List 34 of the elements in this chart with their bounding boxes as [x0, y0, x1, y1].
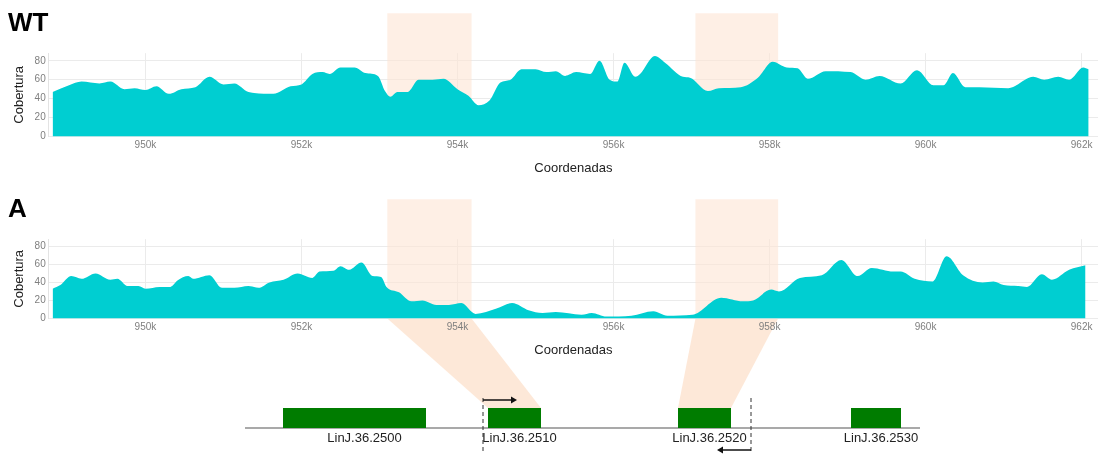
y-tick-label: 80 — [34, 240, 47, 252]
x-tick-label: 952k — [290, 321, 314, 333]
x-tick-label: 962k — [1070, 139, 1094, 151]
x-tick-label: 950k — [134, 321, 158, 333]
x-tick-label: 954k — [446, 139, 470, 151]
y-tick-label: 40 — [34, 276, 47, 288]
text: LinJ.36.2520 — [672, 430, 747, 445]
y-tick-label: 60 — [34, 258, 47, 270]
y-tick-label: 80 — [34, 54, 47, 66]
x-tick-label: 954k — [446, 321, 470, 333]
chart-title: A — [8, 192, 27, 223]
x-tick-label: 958k — [758, 139, 782, 151]
x-tick-label: 956k — [602, 321, 626, 333]
x-tick-label: 962k — [1070, 321, 1094, 333]
x-tick-label: 958k — [758, 321, 782, 333]
y-tick-label: 0 — [40, 312, 47, 324]
x-tick-label: 960k — [914, 139, 938, 151]
x-tick-label: 956k — [602, 139, 626, 151]
x-axis-title: Coordenadas — [534, 341, 613, 357]
chart-title: WT — [8, 6, 49, 37]
x-tick-label: 950k — [134, 139, 158, 151]
y-tick-label: 20 — [34, 294, 47, 306]
text: LinJ.36.2530 — [843, 430, 919, 445]
text: LinJ.36.2510 — [482, 430, 557, 445]
y-axis-title: Cobertura — [11, 249, 27, 308]
y-tick-label: 60 — [34, 73, 47, 85]
x-tick-label: 960k — [914, 321, 938, 333]
y-tick-label: 0 — [40, 130, 47, 142]
x-tick-label: 952k — [290, 139, 314, 151]
text: LinJ.36.2500 — [327, 430, 402, 445]
y-tick-label: 20 — [34, 111, 47, 123]
y-axis-title: Cobertura — [11, 65, 27, 124]
x-axis-title: Coordenadas — [534, 159, 613, 175]
y-tick-label: 40 — [34, 92, 47, 104]
